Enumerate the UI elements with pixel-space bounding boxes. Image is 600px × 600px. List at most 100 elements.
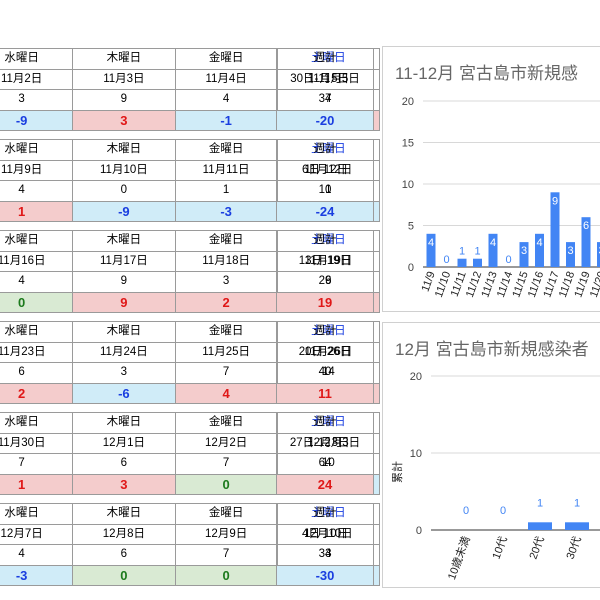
bar: [581, 217, 591, 267]
bar: [535, 233, 544, 267]
count-cell: 4: [0, 180, 74, 202]
x-tick-label: 10代: [490, 535, 510, 561]
y-tick-label: 15: [402, 138, 414, 150]
day-header: 水曜日: [0, 412, 74, 434]
data-label: 3: [598, 245, 600, 257]
data-label: 0: [500, 505, 506, 517]
day-header: 水曜日: [0, 321, 74, 343]
date-cell: 11月3日: [72, 68, 176, 90]
table-row: 4日-10日: [276, 523, 374, 545]
weekly-diff: 19: [276, 291, 374, 313]
table-row: 64: [276, 453, 374, 475]
chart-title: 12月 宮古島市新規感染者: [395, 340, 589, 359]
data-label: 1: [459, 246, 465, 258]
count-cell: 3: [0, 89, 74, 111]
date-cell: 12月2日: [174, 432, 278, 454]
diff-cell: -3: [0, 564, 74, 586]
weekly-total: 64: [276, 453, 374, 475]
bar: [457, 258, 467, 267]
diff-cell: 1: [0, 200, 74, 222]
weekly-total-table: 週計 6日-12日 10 -24: [276, 139, 374, 222]
weekly-diff: 24: [276, 473, 374, 495]
date-cell: 12月7日: [0, 523, 74, 545]
day-header: 水曜日: [0, 48, 74, 70]
weekly-label: 週計: [276, 139, 374, 161]
count-cell: 7: [0, 453, 74, 475]
bar: [519, 242, 529, 267]
count-cell: 4: [0, 271, 74, 293]
day-header: 金曜日: [174, 503, 278, 525]
diff-cell: 2: [174, 291, 278, 313]
bar: [550, 192, 560, 267]
table-row: 週計: [276, 412, 374, 434]
date-cell: 12月8日: [72, 523, 176, 545]
table-row: 29: [276, 271, 374, 293]
count-cell: 7: [174, 362, 278, 384]
daily-bar-chart: 05101520411/9011/10111/11111/12411/13011…: [402, 96, 600, 299]
weekly-range: 6日-12日: [276, 159, 374, 181]
weekly-range: 4日-10日: [276, 523, 374, 545]
day-header: 木曜日: [72, 48, 176, 70]
table-row: 24: [276, 473, 374, 495]
diff-cell: -6: [72, 382, 176, 404]
table-row: 週計: [276, 503, 374, 525]
bar: [565, 522, 589, 530]
diff-cell: -9: [0, 109, 74, 131]
x-tick-label: 20代: [527, 535, 547, 561]
diff-cell: 3: [72, 473, 176, 495]
weekly-label: 週計: [276, 48, 374, 70]
weekly-diff: 11: [276, 382, 374, 404]
count-cell: 3: [174, 271, 278, 293]
table-row: 週計: [276, 321, 374, 343]
y-axis-label: 累計: [390, 461, 404, 483]
count-cell: 9: [72, 271, 176, 293]
diff-cell: 0: [174, 473, 278, 495]
table-row: 34: [276, 544, 374, 566]
table-row: 27日-12月3日: [276, 432, 374, 454]
x-tick-label: 30代: [564, 535, 584, 561]
chart-panel-december: 12月 宮古島市新規感染者 0 10 20 累計 0 10歳未満 0 10代 1 20代 1 30代: [382, 322, 600, 588]
diff-cell: 4: [174, 382, 278, 404]
weekly-label: 週計: [276, 321, 374, 343]
date-cell: 12月9日: [174, 523, 278, 545]
y-tick-label: 10: [410, 448, 422, 460]
data-label: 0: [505, 254, 511, 266]
count-cell: 9: [72, 89, 176, 111]
day-header: 木曜日: [72, 503, 176, 525]
y-tick-label: 20: [402, 96, 414, 108]
data-label: 4: [490, 237, 496, 249]
bar: [597, 242, 600, 267]
table-row: 13日-19日: [276, 250, 374, 272]
diff-cell: 0: [72, 564, 176, 586]
table-row: 10: [276, 180, 374, 202]
date-cell: 11月16日: [0, 250, 74, 272]
date-cell: 11月4日: [174, 68, 278, 90]
table-row: -24: [276, 200, 374, 222]
data-label: 6: [583, 220, 589, 232]
diff-cell: -9: [72, 200, 176, 222]
y-tick-label: 10: [402, 179, 414, 191]
weekly-total: 29: [276, 271, 374, 293]
date-cell: 11月11日: [174, 159, 278, 181]
date-cell: 11月23日: [0, 341, 74, 363]
data-label: 3: [521, 245, 527, 257]
count-cell: 1: [174, 180, 278, 202]
weekly-total: 40: [276, 362, 374, 384]
weekly-total-table: 週計 13日-19日 29 19: [276, 230, 374, 313]
count-cell: 4: [0, 544, 74, 566]
table-row: 6日-12日: [276, 159, 374, 181]
diff-cell: 2: [0, 382, 74, 404]
date-cell: 11月17日: [72, 250, 176, 272]
weekly-range: 13日-19日: [276, 250, 374, 272]
table-row: -30: [276, 564, 374, 586]
weekly-total-table: 週計 20日-26日 40 11: [276, 321, 374, 404]
day-header: 水曜日: [0, 139, 74, 161]
diff-cell: 3: [72, 109, 176, 131]
weekly-diff: -24: [276, 200, 374, 222]
count-cell: 0: [72, 180, 176, 202]
date-cell: 11月2日: [0, 68, 74, 90]
count-cell: 3: [72, 362, 176, 384]
day-header: 金曜日: [174, 48, 278, 70]
date-cell: 11月10日: [72, 159, 176, 181]
y-tick-label: 5: [408, 221, 414, 233]
